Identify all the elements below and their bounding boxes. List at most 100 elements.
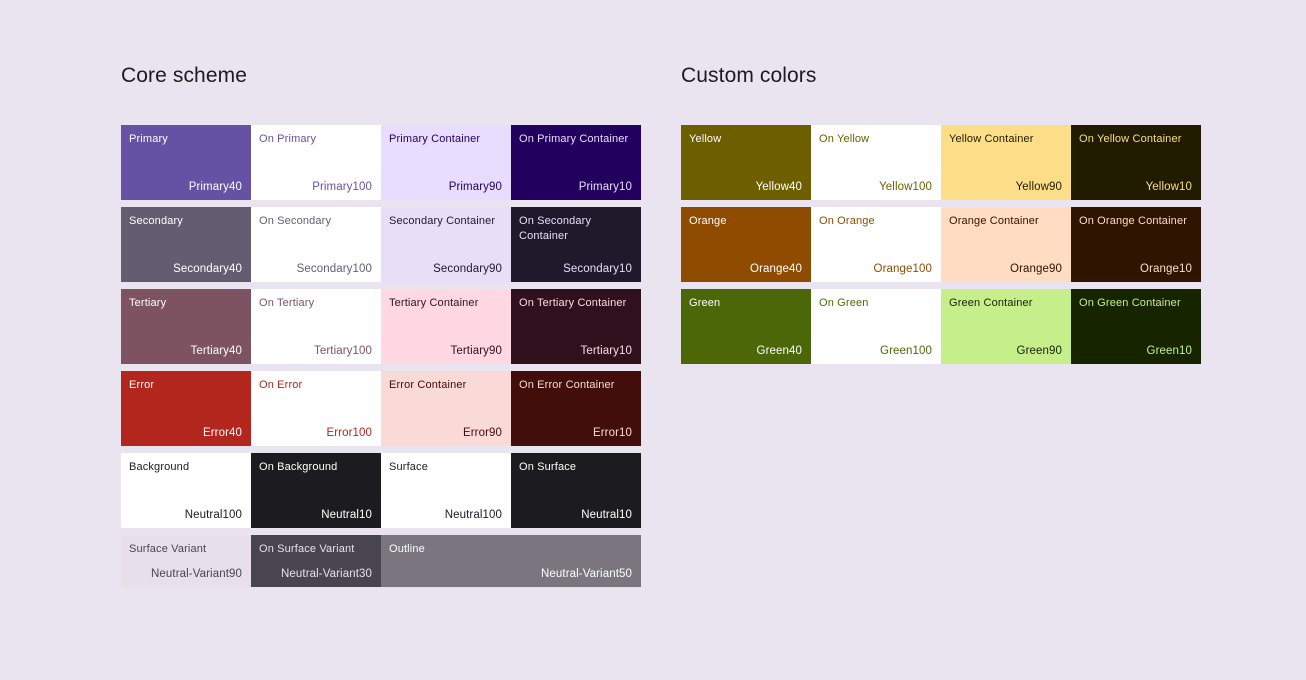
swatch-error-container: Error Container Error90	[381, 371, 511, 446]
swatch-on-tertiary-container: On Tertiary Container Tertiary10	[511, 289, 641, 364]
swatch-token: Green40	[756, 345, 802, 357]
custom-colors-table: Yellow Yellow40 On Yellow Yellow100 Yellow C…	[681, 125, 1201, 364]
swatch-label: On Background	[259, 461, 338, 473]
swatch-token: Error40	[202, 427, 242, 439]
swatch-row: Background Neutral100 On Background Neutral…	[121, 453, 641, 528]
swatch-on-error-container: On Error Container Error10	[511, 371, 641, 446]
swatch-on-yellow: On Yellow Yellow100	[811, 125, 941, 200]
swatch-row: Orange Orange40 On Orange Orange100 Orange C…	[681, 207, 1201, 282]
swatch-label: Outline	[389, 543, 425, 555]
swatch-token: Error100	[326, 427, 372, 439]
swatch-row: Primary Primary40 On Primary Primary100 Prim…	[121, 125, 641, 200]
swatch-surface-variant: Surface Variant Neutral-Variant90	[121, 535, 251, 587]
swatch-label: Surface Variant	[129, 543, 207, 555]
swatch-orange: Orange Orange40	[681, 207, 811, 282]
swatch-green: Green Green40	[681, 289, 811, 364]
swatch-on-secondary-container: On Secondary Container Secondary10	[511, 207, 641, 282]
swatch-on-tertiary: On Tertiary Tertiary100	[251, 289, 381, 364]
swatch-on-primary: On Primary Primary100	[251, 125, 381, 200]
swatch-token: Secondary100	[296, 263, 372, 275]
swatch-label: On Error Container	[519, 379, 615, 391]
swatch-token: Neutral10	[581, 509, 632, 521]
swatch-secondary-container: Secondary Container Secondary90	[381, 207, 511, 282]
swatch-on-yellow-container: On Yellow Container Yellow10	[1071, 125, 1201, 200]
swatch-tertiary-container: Tertiary Container Tertiary90	[381, 289, 511, 364]
swatch-token: Yellow10	[1145, 181, 1192, 193]
swatch-on-background: On Background Neutral10	[251, 453, 381, 528]
swatch-on-error: On Error Error100	[251, 371, 381, 446]
swatch-token: Yellow90	[1015, 181, 1062, 193]
swatch-label: Green	[689, 297, 721, 309]
swatch-row: Green Green40 On Green Green100 Green Contai…	[681, 289, 1201, 364]
swatch-token: Primary40	[188, 181, 242, 193]
swatch-row: Yellow Yellow40 On Yellow Yellow100 Yellow C…	[681, 125, 1201, 200]
swatch-label: Primary	[129, 133, 168, 145]
swatch-primary-container: Primary Container Primary90	[381, 125, 511, 200]
swatch-label: On Error	[259, 379, 303, 391]
swatch-on-green: On Green Green100	[811, 289, 941, 364]
swatch-label: On Primary Container	[519, 133, 629, 145]
swatch-token: Green10	[1146, 345, 1192, 357]
swatch-token: Secondary90	[433, 263, 502, 275]
swatch-green-container: Green Container Green90	[941, 289, 1071, 364]
swatch-label: On Surface Variant	[259, 543, 355, 555]
swatch-token: Error10	[592, 427, 632, 439]
swatch-label: Orange	[689, 215, 727, 227]
swatch-label: Yellow	[689, 133, 722, 145]
swatch-yellow: Yellow Yellow40	[681, 125, 811, 200]
swatch-label: Error	[129, 379, 155, 391]
swatch-label: On Green	[819, 297, 869, 309]
swatch-outline: Outline Neutral-Variant50	[381, 535, 641, 587]
swatch-label: On Secondary	[259, 215, 332, 227]
swatch-token: Orange90	[1010, 263, 1062, 275]
swatch-label: On Orange	[819, 215, 875, 227]
swatch-token: Secondary10	[563, 263, 632, 275]
swatch-token: Orange40	[750, 263, 802, 275]
core-scheme-section: Core scheme Primary Primary40 On Primary Pr…	[121, 64, 641, 587]
swatch-label: On Yellow	[819, 133, 870, 145]
swatch-primary: Primary Primary40	[121, 125, 251, 200]
swatch-on-secondary: On Secondary Secondary100	[251, 207, 381, 282]
swatch-background: Background Neutral100	[121, 453, 251, 528]
swatch-label: On Orange Container	[1079, 215, 1188, 227]
swatch-token: Neutral-Variant30	[281, 568, 372, 580]
swatch-label: Background	[129, 461, 190, 473]
swatch-label: Primary Container	[389, 133, 481, 145]
swatch-label: Tertiary Container	[389, 297, 479, 309]
swatch-label: On Secondary Container	[519, 215, 592, 242]
swatch-row: Tertiary Tertiary40 On Tertiary Tertiary100…	[121, 289, 641, 364]
swatch-token: Orange10	[1140, 263, 1192, 275]
swatch-token: Tertiary10	[580, 345, 632, 357]
custom-colors-title: Custom colors	[681, 64, 817, 87]
swatch-row: Surface Variant Neutral-Variant90 On Surfa…	[121, 535, 641, 587]
swatch-label: Secondary	[129, 215, 183, 227]
swatch-token: Neutral-Variant90	[151, 568, 242, 580]
swatch-on-surface-variant: On Surface Variant Neutral-Variant30	[251, 535, 381, 587]
swatch-on-green-container: On Green Container Green10	[1071, 289, 1201, 364]
swatch-token: Yellow40	[755, 181, 802, 193]
swatch-label: Secondary Container	[389, 215, 496, 227]
swatch-token: Primary100	[312, 181, 372, 193]
swatch-token: Neutral10	[321, 509, 372, 521]
swatch-error: Error Error40	[121, 371, 251, 446]
swatch-token: Green100	[880, 345, 932, 357]
swatch-label: On Tertiary	[259, 297, 315, 309]
swatch-label: Orange Container	[949, 215, 1039, 227]
swatch-row: Error Error40 On Error Error100 Error Contai…	[121, 371, 641, 446]
swatch-surface: Surface Neutral100	[381, 453, 511, 528]
swatch-label: Surface	[389, 461, 428, 473]
swatch-token: Tertiary90	[450, 345, 502, 357]
swatch-row: Secondary Secondary40 On Secondary Secondar…	[121, 207, 641, 282]
swatch-token: Orange100	[873, 263, 932, 275]
custom-colors-section: Custom colors Yellow Yellow40 On Yellow Yel…	[681, 64, 1201, 364]
swatch-token: Neutral-Variant50	[541, 568, 632, 580]
swatch-on-orange: On Orange Orange100	[811, 207, 941, 282]
swatch-label: Tertiary	[129, 297, 167, 309]
swatch-token: Primary90	[448, 181, 502, 193]
swatch-label: On Surface	[519, 461, 577, 473]
swatch-token: Neutral100	[444, 509, 502, 521]
swatch-tertiary: Tertiary Tertiary40	[121, 289, 251, 364]
core-scheme-table: Primary Primary40 On Primary Primary100 Prim…	[121, 125, 641, 587]
swatch-token: Tertiary100	[314, 345, 372, 357]
swatch-on-orange-container: On Orange Container Orange10	[1071, 207, 1201, 282]
